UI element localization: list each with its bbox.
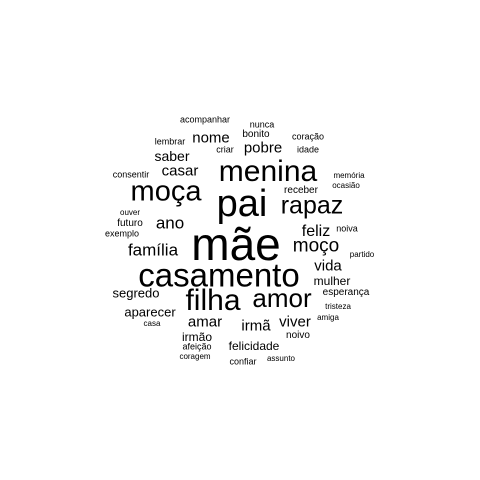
word-moco: moço bbox=[292, 235, 340, 257]
word-felicidade: felicidade bbox=[228, 339, 280, 353]
word-amar: amar bbox=[187, 313, 223, 331]
word-bonito: bonito bbox=[242, 129, 270, 140]
word-exemplo: exemplo bbox=[104, 228, 140, 239]
word-coragem: coragem bbox=[179, 352, 211, 361]
word-menina: menina bbox=[218, 155, 318, 188]
word-nome: nome bbox=[192, 129, 230, 147]
word-feliz: feliz bbox=[301, 223, 331, 240]
word-ouver: ouver bbox=[119, 208, 141, 217]
word-moca: moça bbox=[130, 175, 202, 208]
word-noivo: noivo bbox=[286, 330, 310, 341]
word-pobre: pobre bbox=[243, 139, 283, 157]
word-amor: amor bbox=[252, 283, 312, 313]
word-segredo: segredo bbox=[112, 285, 160, 301]
word-afeicao: afeição bbox=[182, 341, 212, 352]
word-assunto: assunto bbox=[266, 354, 296, 363]
word-nunca: nunca bbox=[249, 119, 275, 130]
word-confiar: confiar bbox=[229, 356, 257, 367]
word-familia: família bbox=[127, 240, 179, 260]
word-rapaz: rapaz bbox=[280, 191, 344, 220]
word-tristeza: tristeza bbox=[325, 302, 351, 311]
word-esperanca: esperança bbox=[322, 287, 370, 298]
word-consentir: consentir bbox=[112, 169, 150, 180]
word-partido: partido bbox=[349, 250, 375, 259]
word-filha: filha bbox=[185, 284, 241, 317]
word-casar: casar bbox=[161, 162, 199, 180]
word-acompanhar: acompanhar bbox=[179, 114, 231, 125]
word-viver: viver bbox=[279, 313, 311, 331]
word-futuro: futuro bbox=[117, 218, 143, 229]
word-ocasiao: ocasião bbox=[332, 181, 360, 190]
word-casamento: casamento bbox=[138, 256, 300, 294]
word-lembrar: lembrar bbox=[154, 136, 186, 147]
word-memoria: memória bbox=[333, 171, 365, 180]
word-receber: receber bbox=[284, 185, 318, 196]
word-criar: criar bbox=[216, 144, 234, 155]
word-coracao: coração bbox=[291, 131, 325, 142]
word-pai: pai bbox=[216, 183, 268, 225]
word-mulher: mulher bbox=[313, 274, 351, 288]
word-vida: vida bbox=[314, 257, 342, 275]
word-irmao: irmão bbox=[181, 330, 213, 344]
word-irma: irmã bbox=[241, 317, 271, 335]
word-casa: casa bbox=[143, 319, 161, 328]
word-ano: ano bbox=[155, 213, 185, 233]
word-mae: mãe bbox=[191, 218, 281, 270]
word-idade: idade bbox=[296, 144, 320, 155]
word-amiga: amiga bbox=[317, 313, 339, 322]
word-aparecer: aparecer bbox=[124, 304, 176, 320]
word-saber: saber bbox=[154, 148, 190, 164]
word-noiva: noiva bbox=[336, 223, 358, 234]
